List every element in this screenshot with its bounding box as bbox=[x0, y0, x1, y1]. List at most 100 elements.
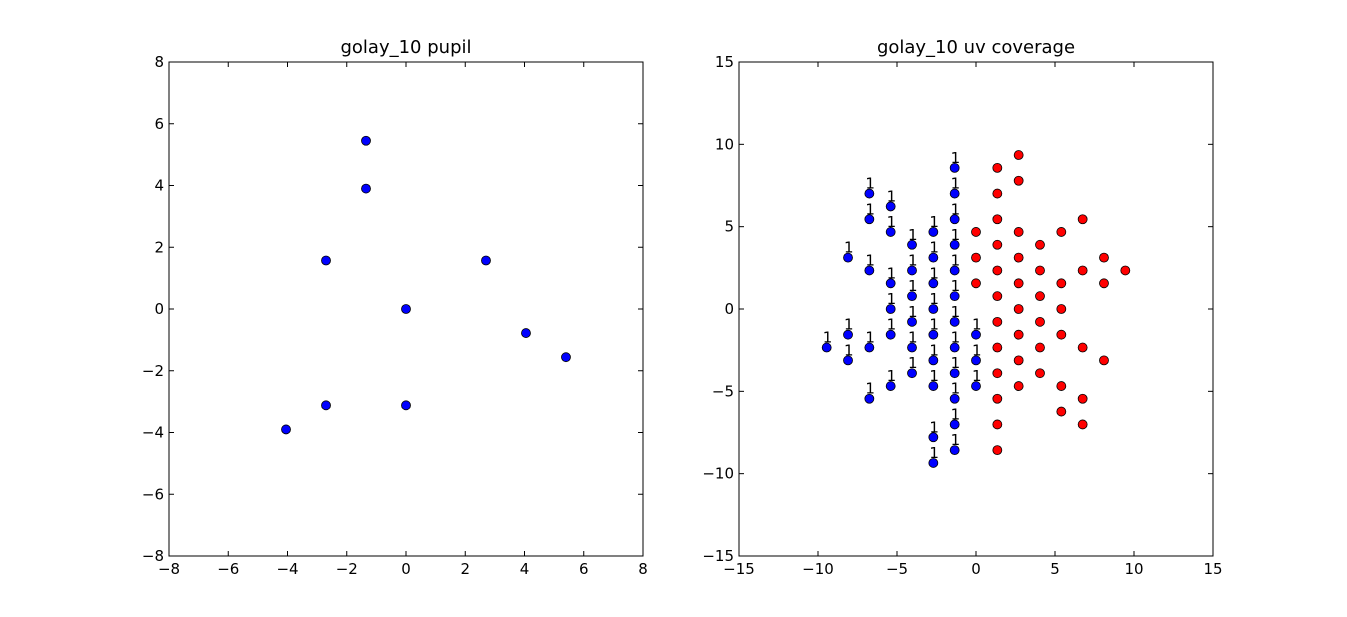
uv-point-label: 1 bbox=[951, 200, 961, 218]
uv-point-red bbox=[1056, 278, 1067, 289]
pupil-point-blue bbox=[321, 400, 331, 411]
uv-point-blue bbox=[928, 304, 939, 314]
uv-point-blue bbox=[907, 368, 917, 379]
uv-plot-frame bbox=[738, 61, 1214, 557]
pupil-x-tick-label: 8 bbox=[638, 560, 648, 578]
uv-y-tick-label: 15 bbox=[715, 53, 734, 71]
uv-point-blue bbox=[928, 355, 939, 366]
uv-point-red bbox=[1013, 381, 1024, 391]
uv-point-red bbox=[992, 368, 1003, 379]
pupil-y-tick-label: 6 bbox=[154, 115, 164, 133]
uv-point-label: 1 bbox=[908, 354, 918, 372]
uv-point-red bbox=[1077, 265, 1088, 276]
uv-point-blue bbox=[885, 278, 896, 289]
uv-point-blue bbox=[885, 201, 896, 212]
uv-point-red bbox=[971, 278, 981, 289]
uv-point-red bbox=[992, 162, 1003, 173]
uv-point-label: 1 bbox=[844, 341, 854, 359]
uv-point-label: 1 bbox=[951, 251, 961, 269]
uv-point-blue bbox=[885, 381, 896, 391]
uv-point-red bbox=[992, 239, 1003, 250]
uv-point-blue bbox=[821, 342, 832, 353]
uv-point-blue bbox=[907, 291, 917, 302]
uv-point-blue bbox=[843, 252, 853, 263]
uv-point-blue bbox=[949, 342, 960, 353]
uv-y-tick-label: −5 bbox=[712, 382, 734, 400]
uv-point-label: 1 bbox=[844, 239, 854, 257]
uv-y-tick-label: 0 bbox=[724, 300, 734, 318]
uv-point-label: 1 bbox=[929, 239, 939, 257]
uv-point-red bbox=[992, 445, 1003, 456]
uv-point-label: 1 bbox=[951, 226, 961, 244]
uv-point-blue bbox=[864, 265, 875, 276]
uv-point-red bbox=[971, 227, 981, 237]
uv-point-red bbox=[992, 214, 1003, 225]
uv-point-label: 1 bbox=[929, 213, 939, 231]
uv-point-blue bbox=[885, 329, 896, 340]
uv-point-red bbox=[1056, 329, 1067, 340]
uv-point-red bbox=[1077, 342, 1088, 353]
uv-point-red bbox=[1013, 329, 1024, 340]
pupil-point-blue bbox=[521, 328, 531, 338]
uv-y-tick-label: −10 bbox=[702, 465, 734, 483]
uv-point-red bbox=[1013, 175, 1024, 186]
uv-point-label: 1 bbox=[929, 444, 939, 462]
pupil-point-blue bbox=[401, 400, 411, 411]
uv-point-label: 1 bbox=[929, 341, 939, 359]
uv-point-red bbox=[971, 252, 981, 263]
pupil-y-tick-label: 4 bbox=[154, 177, 164, 195]
uv-point-blue bbox=[864, 342, 875, 353]
uv-point-red bbox=[992, 342, 1003, 353]
uv-point-label: 1 bbox=[887, 290, 897, 308]
uv-point-label: 1 bbox=[887, 213, 897, 231]
pupil-y-tick-label: −2 bbox=[142, 362, 164, 380]
uv-point-red bbox=[992, 265, 1003, 276]
uv-point-red bbox=[1035, 239, 1045, 250]
uv-x-tick-label: 0 bbox=[971, 560, 981, 578]
uv-point-blue bbox=[885, 227, 896, 237]
uv-point-blue bbox=[971, 381, 981, 391]
uv-point-label: 1 bbox=[972, 367, 982, 385]
uv-y-tick-label: 5 bbox=[724, 218, 734, 236]
uv-point-blue bbox=[949, 368, 960, 379]
uv-point-red bbox=[1035, 265, 1045, 276]
uv-point-label: 1 bbox=[887, 264, 897, 282]
pupil-x-tick-label: −2 bbox=[336, 560, 358, 578]
uv-point-blue bbox=[928, 381, 939, 391]
uv-point-label: 1 bbox=[908, 226, 918, 244]
pupil-x-tick-label: −4 bbox=[276, 560, 298, 578]
uv-point-blue bbox=[971, 355, 981, 366]
uv-point-blue bbox=[949, 162, 960, 173]
uv-point-label: 1 bbox=[887, 316, 897, 334]
uv-point-blue bbox=[928, 458, 939, 468]
uv-point-label: 1 bbox=[951, 354, 961, 372]
uv-point-label: 1 bbox=[929, 316, 939, 334]
pupil-x-tick-label: −6 bbox=[217, 560, 239, 578]
pupil-point-blue bbox=[401, 304, 411, 314]
uv-point-label: 1 bbox=[929, 290, 939, 308]
uv-point-red bbox=[1035, 368, 1045, 379]
uv-y-tick-label: 10 bbox=[715, 135, 734, 153]
uv-point-blue bbox=[949, 214, 960, 225]
pupil-point-blue bbox=[561, 352, 571, 363]
uv-point-blue bbox=[907, 342, 917, 353]
uv-point-label: 1 bbox=[865, 200, 875, 218]
uv-point-red bbox=[1013, 150, 1024, 160]
uv-point-blue bbox=[907, 265, 917, 276]
pupil-y-tick-label: 8 bbox=[154, 53, 164, 71]
pupil-point-blue bbox=[361, 183, 371, 194]
uv-point-red bbox=[1099, 278, 1109, 289]
pupil-y-tick-label: −6 bbox=[142, 485, 164, 503]
uv-point-label: 1 bbox=[823, 329, 833, 347]
uv-point-red bbox=[992, 393, 1003, 404]
uv-point-blue bbox=[949, 393, 960, 404]
uv-point-label: 1 bbox=[929, 418, 939, 436]
uv-x-tick-label: 15 bbox=[1203, 560, 1222, 578]
uv-point-label: 1 bbox=[908, 303, 918, 321]
uv-point-red bbox=[1056, 227, 1067, 237]
uv-point-red bbox=[1077, 419, 1088, 430]
uv-point-blue bbox=[949, 419, 960, 430]
uv-point-label: 1 bbox=[951, 329, 961, 347]
pupil-y-tick-label: −8 bbox=[142, 547, 164, 565]
uv-point-red bbox=[1099, 252, 1109, 263]
